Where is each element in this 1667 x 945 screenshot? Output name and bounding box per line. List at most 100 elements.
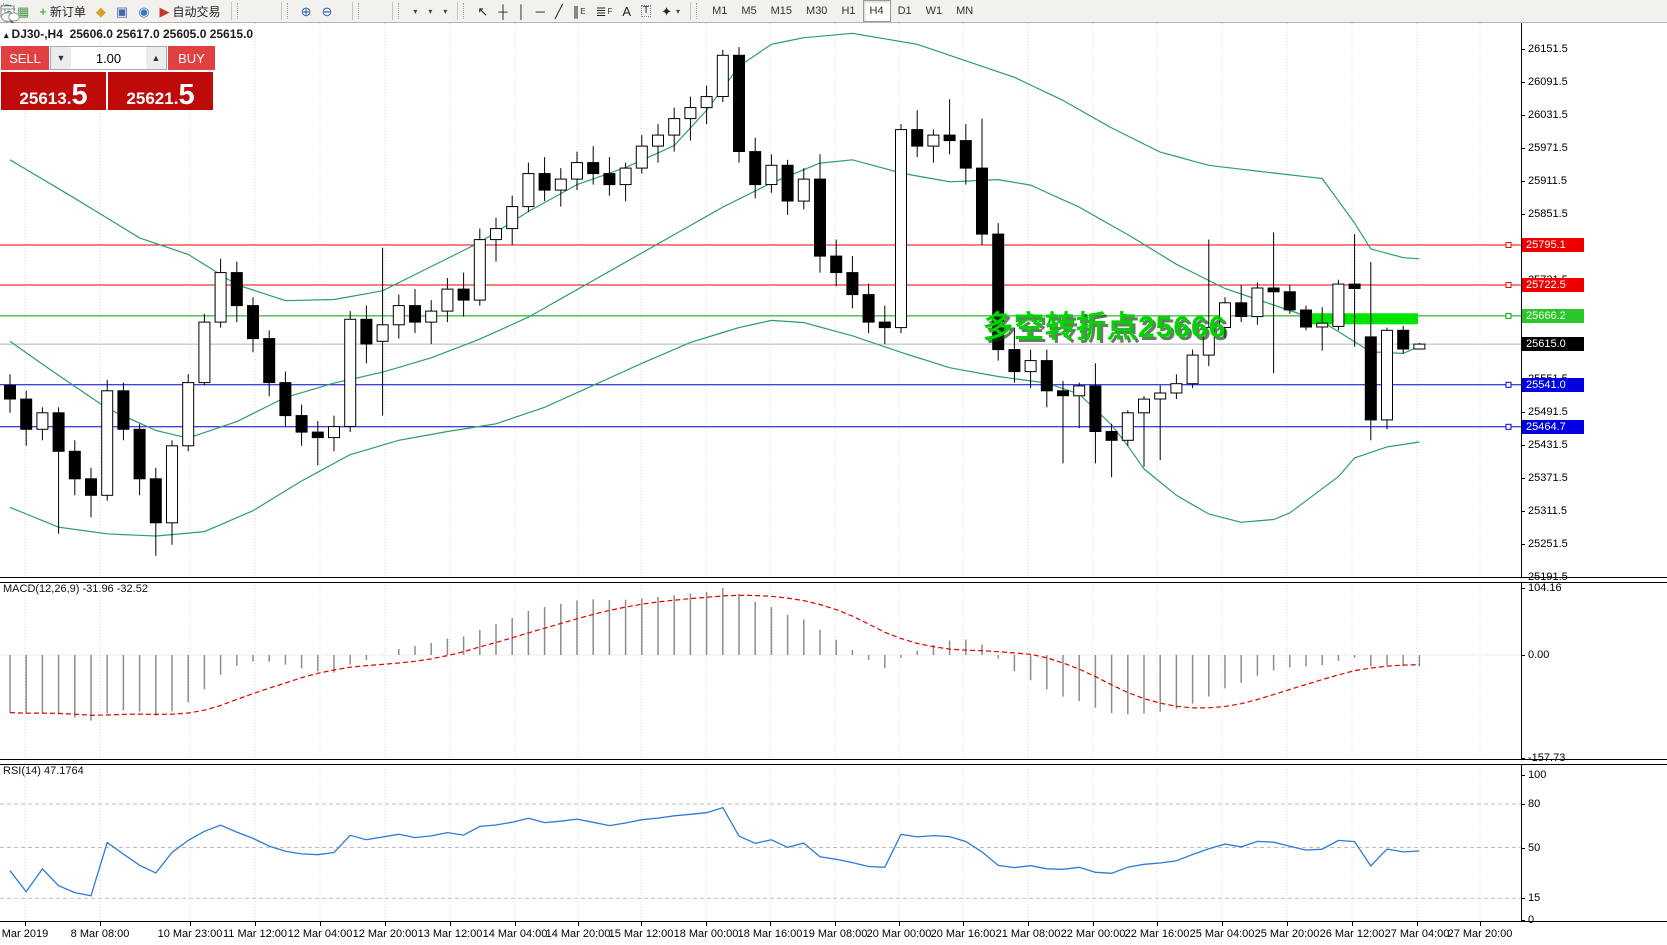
toolbar-separator: [392, 2, 394, 20]
text-label-icon[interactable]: T: [641, 5, 652, 17]
time-tick-label: 13 Mar 12:00: [417, 928, 483, 940]
time-tick: [1028, 922, 1029, 926]
price-tick: [1521, 445, 1525, 446]
app-grid-icon[interactable]: ▦: [17, 3, 30, 19]
vertical-line-icon[interactable]: │: [517, 3, 526, 19]
time-tick-label: Mar 2019: [1, 928, 49, 940]
tf-w1[interactable]: W1: [925, 5, 943, 17]
time-tick: [1222, 922, 1223, 926]
time-tick-label: 27 Mar 04:00: [1384, 928, 1450, 940]
toolbar-grip: [463, 3, 469, 19]
price-tick: [1521, 82, 1525, 83]
auto-scroll-icon[interactable]: [1, 0, 377, 22]
time-tick-label: 10 Mar 23:00: [157, 928, 223, 940]
signals-icon[interactable]: ◉: [138, 3, 150, 19]
time-tick-label: 19 Mar 08:00: [802, 928, 868, 940]
toolbar-grip: [358, 3, 364, 19]
macd-pane[interactable]: [0, 582, 1521, 759]
tile-windows-icon[interactable]: [1, 0, 347, 22]
price-tick: [1521, 181, 1525, 182]
price-axis-border: [1521, 23, 1522, 922]
indicators-icon[interactable]: ▾: [0, 0, 422, 22]
highlight-rectangle[interactable]: [1310, 313, 1418, 325]
time-tick-label: 20 Mar 00:00: [866, 928, 932, 940]
candlestick-chart-icon[interactable]: [1, 0, 266, 22]
crosshair-icon[interactable]: ┼: [498, 3, 508, 19]
tf-h1[interactable]: H1: [841, 5, 856, 17]
price-line-badge: 25722.5: [1522, 278, 1584, 292]
horizontal-line-icon[interactable]: ─: [535, 3, 545, 19]
gold-icon[interactable]: ◆: [95, 3, 106, 19]
price-tick-label: 25971.5: [1528, 142, 1568, 154]
chart-shift-icon[interactable]: [1, 0, 387, 22]
pane-separator[interactable]: [0, 759, 1667, 765]
time-tick-label: 25 Mar 20:00: [1254, 928, 1320, 940]
time-tick-label: 12 Mar 20:00: [352, 928, 418, 940]
time-axis[interactable]: Mar 2019 8 Mar 08:00 10 Mar 23:00 11 Mar 12…: [0, 922, 1667, 945]
price-tick: [1521, 115, 1525, 116]
new-order-button[interactable]: + 新订单: [39, 3, 86, 19]
price-tick-label: -157.73: [1528, 752, 1566, 764]
price-line-badge: 25666.2: [1522, 309, 1584, 323]
channel-icon[interactable]: ∥ E: [572, 3, 586, 19]
fibonacci-icon[interactable]: ≣ F: [595, 3, 613, 19]
toolbar-grip: [696, 3, 702, 19]
tf-h4[interactable]: H4: [862, 0, 891, 22]
periods-icon[interactable]: ▾: [0, 0, 437, 22]
price-tick-label: 50: [1528, 842, 1541, 854]
cursor-icon[interactable]: ↖: [477, 3, 489, 19]
autotrading-button[interactable]: ▶ 自动交易: [159, 3, 221, 19]
time-tick: [255, 922, 256, 926]
sell-price-panel[interactable]: 25613. 5: [1, 72, 106, 110]
price-tick: [1521, 478, 1525, 479]
zoom-in-icon[interactable]: ⊕: [300, 3, 312, 19]
price-tick-label: 26151.5: [1528, 43, 1568, 55]
volume-decrease-button[interactable]: ▼: [51, 47, 71, 69]
chart-area[interactable]: ▴ DJ30-,H4 25606.0 25617.0 25605.0 25615.…: [0, 23, 1667, 945]
macd-signal-line: [9, 594, 1420, 716]
horizontal-lines[interactable]: [0, 242, 1521, 430]
time-tick: [641, 922, 642, 926]
volume-increase-button[interactable]: ▲: [146, 47, 166, 69]
time-tick-label: 27 Mar 20:00: [1447, 928, 1513, 940]
tf-m1[interactable]: M1: [712, 5, 728, 17]
line-chart-icon[interactable]: [1, 0, 276, 22]
price-tick-label: 25851.5: [1528, 208, 1568, 220]
time-tick-label: 20 Mar 16:00: [930, 928, 996, 940]
price-tick-label: 104.16: [1528, 582, 1562, 594]
tf-d1[interactable]: D1: [897, 5, 912, 17]
templates-icon[interactable]: ▾: [0, 0, 452, 22]
zoom-out-icon[interactable]: ⊖: [321, 3, 333, 19]
time-tick-label: 14 Mar 04:00: [482, 928, 548, 940]
price-tick-label: 80: [1528, 798, 1541, 810]
volume-value[interactable]: 1.00: [95, 50, 122, 66]
main-price-pane[interactable]: [0, 23, 1521, 578]
toolbar-separator: [457, 2, 459, 20]
buy-price-panel[interactable]: 25621. 5: [108, 72, 213, 110]
bar-chart-icon[interactable]: [1, 0, 256, 22]
time-tick: [190, 922, 191, 926]
price-tick: [1521, 775, 1525, 776]
price-axis[interactable]: 26151.5 26091.5 26031.5 25971.5 25911.5 25851…: [1521, 0, 1667, 926]
sell-button[interactable]: SELL: [1, 46, 50, 70]
price-tick-label: 25371.5: [1528, 472, 1568, 484]
chart-text-annotation[interactable]: 多空转折点25666: [983, 311, 1227, 344]
time-tick: [320, 922, 321, 926]
text-icon[interactable]: A: [622, 3, 632, 19]
tf-m5[interactable]: M5: [741, 5, 757, 17]
time-tick: [1417, 922, 1418, 926]
rsi-pane[interactable]: [0, 763, 1521, 921]
tf-m15[interactable]: M15: [770, 5, 793, 17]
sell-price-dot: .: [66, 89, 72, 108]
time-tick-label: 25 Mar 04:00: [1189, 928, 1255, 940]
buy-button[interactable]: BUY: [167, 46, 215, 70]
pane-separator[interactable]: [0, 577, 1667, 583]
tf-mn[interactable]: MN: [956, 5, 974, 17]
arrows-icon[interactable]: ✦ ▾: [661, 3, 681, 19]
price-tick-label: 26091.5: [1528, 76, 1568, 88]
one-click-trading-panel: SELL ▼ 1.00 ▲ BUY 25613. 5 25621. 5: [1, 46, 215, 110]
trendline-icon[interactable]: ╱: [554, 3, 563, 19]
tf-m30[interactable]: M30: [806, 5, 828, 17]
publish-chart-icon[interactable]: ▣: [115, 3, 129, 19]
time-tick: [963, 922, 964, 926]
